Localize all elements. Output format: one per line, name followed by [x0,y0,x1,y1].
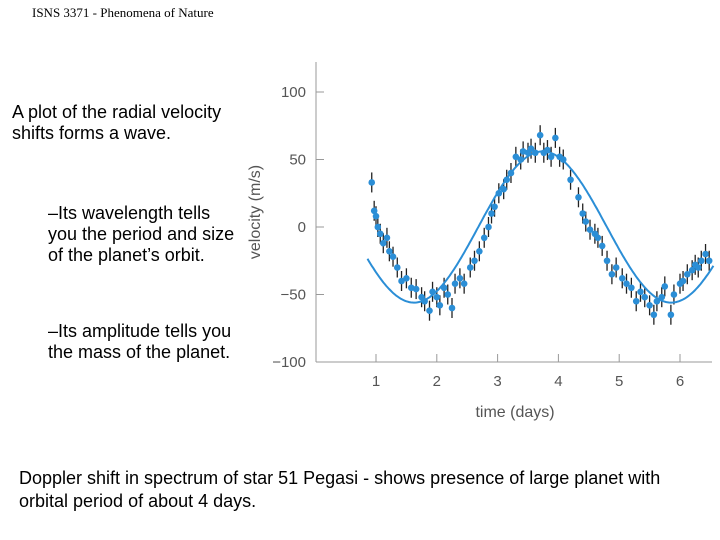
data-point [623,280,630,288]
data-point [702,250,709,258]
y-axis-label: velocity (m/s) [247,165,264,259]
data-point [393,264,401,271]
data-point [688,266,696,274]
data-point [697,257,705,265]
data-point [579,210,587,217]
data-point [586,226,594,233]
data-point [476,248,483,255]
data-point [650,311,658,319]
data-point [383,234,391,242]
data-point [598,242,606,250]
data-point [628,284,635,292]
data-point [527,145,535,152]
y-tick-label: −50 [281,287,306,304]
data-point [426,307,433,315]
data-point [433,293,441,301]
data-point [376,230,384,238]
data-point [582,218,590,225]
sub-bullet-wavelength: –Its wavelength tells you the period and… [48,203,235,265]
data-point [480,234,488,242]
slide-header: ISNS 3371 - Phenomena of Nature [32,5,214,20]
figure-caption: Doppler shift in spectrum of star 51 Peg… [19,468,661,511]
data-point [448,304,456,312]
data-point [544,146,551,154]
x-tick-label: 6 [676,373,684,390]
data-point [536,131,544,139]
x-tick-label: 3 [493,373,501,390]
x-tick-label: 2 [433,373,441,390]
main-bullet: A plot of the radial velocity shifts for… [12,102,222,143]
data-point [412,285,420,293]
data-point [403,275,410,282]
data-point [547,153,555,161]
data-point [667,311,675,319]
data-point [503,176,511,184]
x-axis-label: time (days) [475,404,554,421]
data-point [552,134,559,142]
data-point [705,257,713,265]
data-point [567,176,574,184]
data-point [575,194,582,201]
data-point [646,302,653,309]
y-tick-label: 0 [298,219,306,236]
data-point [531,149,539,157]
data-point [372,212,380,220]
sub-bullet-amplitude: –Its amplitude tells you the mass of the… [48,321,232,362]
data-point [661,283,669,290]
y-tick-label: 100 [281,84,306,101]
data-point [517,156,525,163]
x-ticks: 1 2 3 4 5 6 [372,354,684,390]
data-point [466,264,474,271]
y-tick-label: 50 [289,152,306,169]
data-point [612,264,620,271]
data-point [559,156,567,163]
data-point [456,275,464,282]
x-tick-label: 5 [615,373,623,390]
data-point [471,257,478,265]
data-point [679,277,687,285]
x-tick-label: 1 [372,373,380,390]
x-tick-label: 4 [554,373,562,390]
data-point [421,297,428,305]
data-point [429,288,436,296]
data-point [658,293,666,301]
data-point [653,297,661,305]
data-point [500,185,507,193]
data-point [485,223,492,231]
data-point [632,297,640,305]
data-point [507,169,515,177]
data-point [374,223,382,231]
data-point [495,189,503,197]
y-ticks: 100 50 0 −50 −100 [272,84,324,371]
data-point [512,153,520,161]
data-point [637,288,644,296]
data-point [460,280,468,288]
data-point [440,284,448,292]
data-point [641,293,649,301]
data-point [594,234,602,242]
data-point [389,253,397,260]
data-point [488,210,495,217]
data-point [370,207,378,215]
y-tick-label: −100 [272,354,306,371]
data-point [436,302,444,309]
data-point [670,291,678,298]
data-point [683,270,691,278]
data-point [368,179,376,186]
model-curve [366,150,715,304]
data-point [386,248,393,255]
data-point [451,280,459,288]
data-point [694,264,702,271]
data-point [398,277,405,285]
data-points [368,131,713,319]
data-point [379,239,387,247]
data-point [491,203,498,211]
data-point [618,275,626,282]
data-point [603,257,611,265]
data-point [608,270,616,278]
data-point [444,291,452,298]
